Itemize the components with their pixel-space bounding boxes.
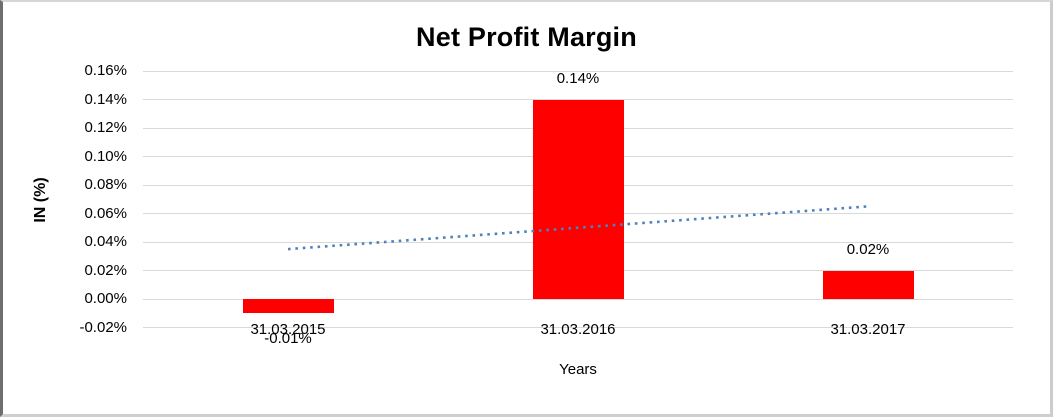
ytick-label: 0.02% [84,261,127,279]
bar [242,299,334,314]
ytick-label: -0.02% [79,318,127,336]
bar [532,99,624,299]
gridline [143,298,1013,300]
data-label: 0.14% [556,69,600,87]
ytick-label: 0.12% [84,119,127,136]
ytick-label: 0.00% [84,290,127,307]
gridline [143,327,1013,328]
y-axis-title: IN (%) [32,177,49,223]
category-label: 31.03.2016 [540,321,616,338]
category-label: 31.03.2017 [830,321,906,338]
gridline [143,70,1013,72]
ytick-label: 0.16% [84,62,127,79]
data-label: -0.01% [264,330,312,348]
ytick-label: 0.10% [84,147,127,165]
ytick-label: 0.06% [84,204,127,222]
chart-title: Net Profit Margin [416,22,637,52]
data-label: 0.02% [846,240,890,258]
ytick-label: 0.04% [84,233,127,250]
category-label: 31.03.2015 [250,321,326,338]
bar [822,270,914,299]
ytick-label: 0.08% [84,176,127,193]
x-axis-title: Years [559,361,597,378]
ytick-label: 0.14% [84,90,127,108]
